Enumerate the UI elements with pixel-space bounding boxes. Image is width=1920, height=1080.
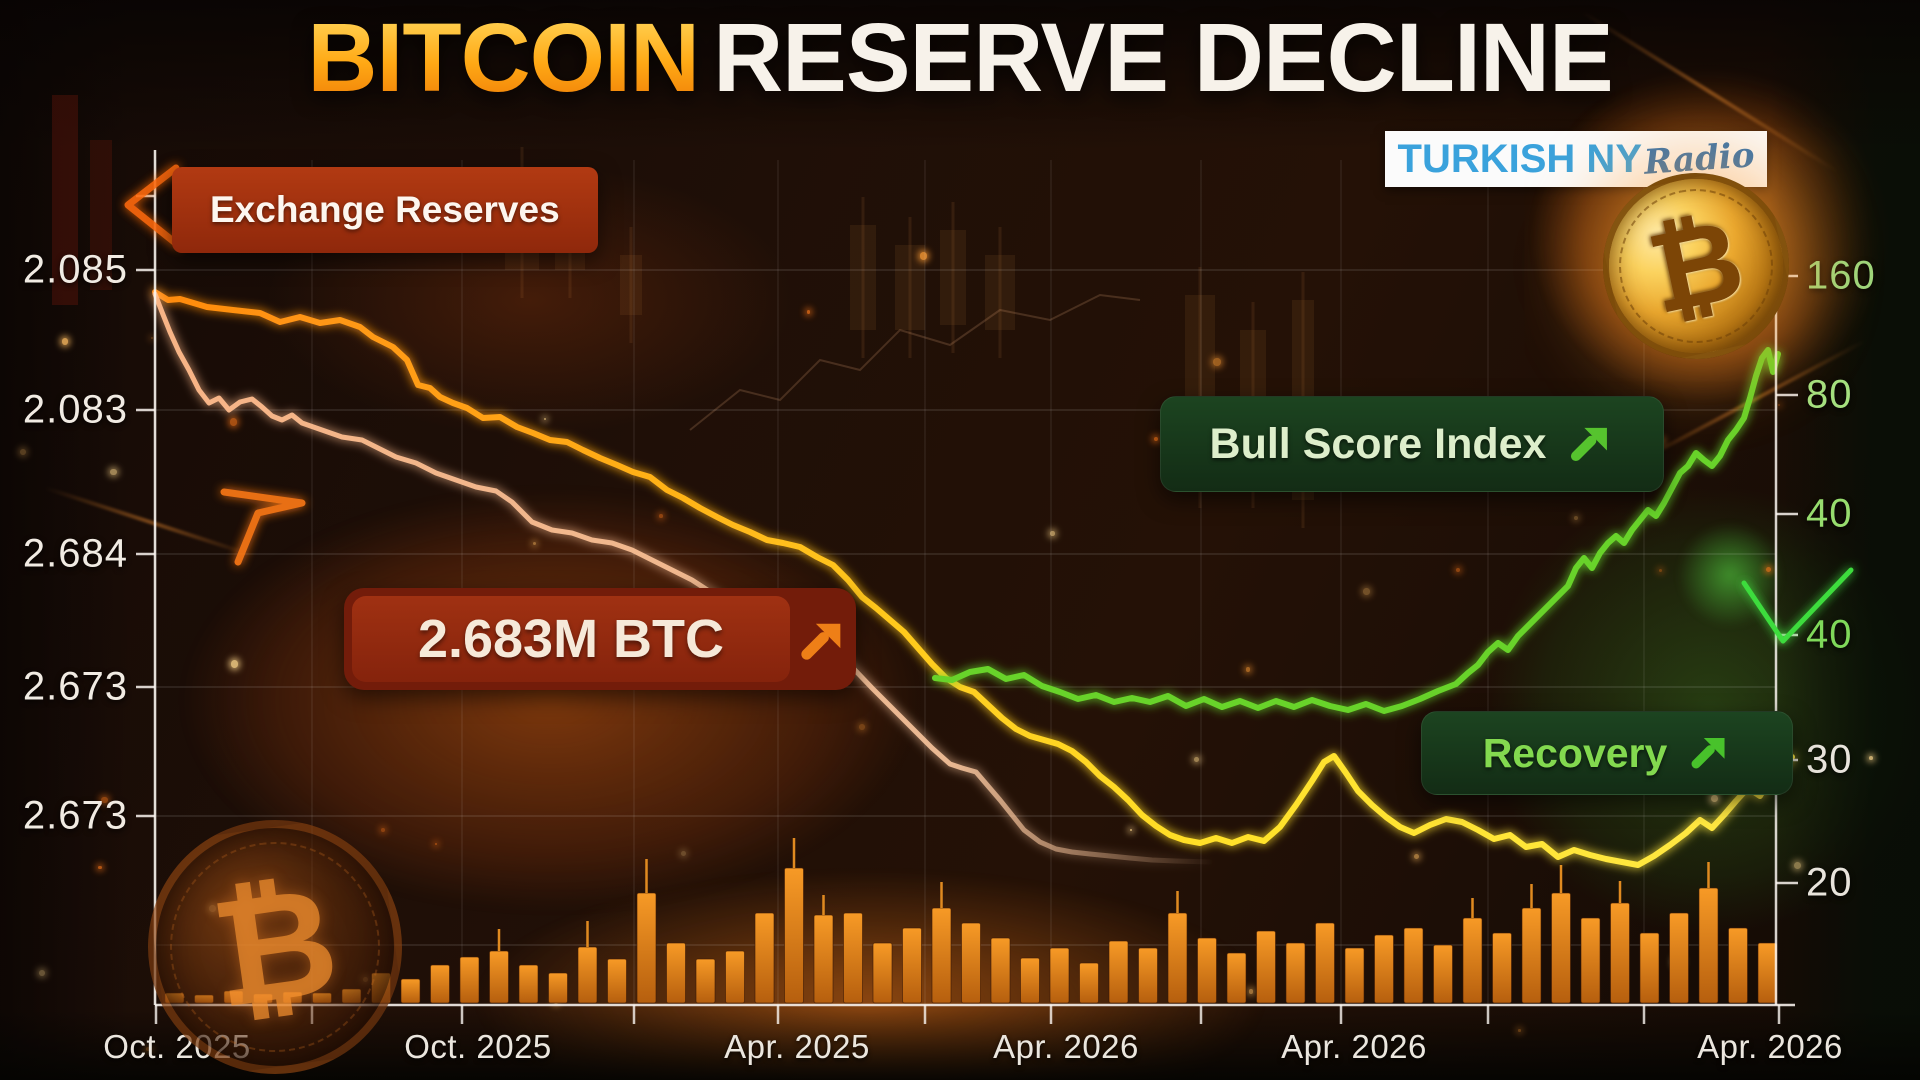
spark-particle bbox=[1050, 531, 1055, 536]
spark-particle bbox=[659, 514, 663, 518]
spark-particle bbox=[806, 310, 811, 314]
x-axis-tick-label: Apr. 2026 bbox=[993, 1028, 1139, 1065]
spark-particle bbox=[98, 865, 102, 869]
spark-particle bbox=[381, 828, 385, 833]
spark-particle bbox=[230, 660, 239, 668]
spark-particle bbox=[1518, 1029, 1521, 1032]
title-rest: RESERVE DECLINE bbox=[713, 3, 1614, 112]
bull-score-index-badge: Bull Score Index bbox=[1160, 396, 1664, 492]
spark-particle bbox=[101, 797, 108, 804]
title-highlight: BITCOIN bbox=[307, 3, 713, 112]
y-axis-right-tick-label: 40 bbox=[1806, 491, 1853, 536]
spark-particle bbox=[1363, 588, 1370, 595]
y-axis-right-tick-label: 40 bbox=[1806, 612, 1853, 657]
background-vignette bbox=[0, 0, 1920, 150]
spark-particle bbox=[1766, 567, 1772, 573]
exchange-reserves-badge: Exchange Reserves bbox=[172, 167, 598, 253]
background-vignette bbox=[1770, 0, 1920, 1080]
x-axis-tick-label: Apr. 2026 bbox=[1281, 1028, 1427, 1065]
x-axis-labels: Oct. 2025 Oct. 2025 Apr. 2025 Apr. 2026 Apr.… bbox=[0, 1028, 1920, 1074]
spark-particle bbox=[146, 1046, 151, 1052]
y-axis-left-tick-label: 2.684 bbox=[22, 531, 128, 576]
spark-particle bbox=[919, 252, 928, 260]
spark-particle bbox=[1868, 755, 1873, 760]
y-axis-right-tick-label: 160 bbox=[1806, 253, 1876, 298]
y-axis-left-tick-label: 2.083 bbox=[22, 387, 128, 432]
x-axis-tick-label: Apr. 2025 bbox=[724, 1028, 870, 1065]
y-axis-right-tick-label: 20 bbox=[1806, 860, 1853, 905]
btc-value-panel: 2.683M BTC bbox=[352, 596, 790, 682]
y-axis-right-tick-label: 30 bbox=[1806, 737, 1853, 782]
y-axis-right-labels: 160 80 40 40 30 20 bbox=[1806, 0, 1916, 1080]
recovery-badge: Recovery bbox=[1421, 711, 1793, 795]
x-axis-tick-label: Oct. 2025 bbox=[404, 1028, 552, 1065]
spark-particle bbox=[229, 418, 238, 426]
spark-particle bbox=[543, 418, 546, 421]
y-axis-left-tick-label: 2.085 bbox=[22, 247, 128, 292]
page-title: BITCOIN RESERVE DECLINE bbox=[0, 2, 1920, 114]
spark-particle bbox=[1245, 667, 1251, 673]
x-axis-tick-label: Apr. 2026 bbox=[1697, 1028, 1843, 1065]
spark-particle bbox=[110, 468, 117, 476]
spark-particle bbox=[533, 541, 537, 545]
logo-main-text: TURKISH NY bbox=[1397, 136, 1642, 181]
y-axis-left-labels: 2.085 2.083 2.684 2.673 2.673 bbox=[0, 0, 128, 1080]
spark-particle bbox=[434, 842, 437, 845]
spark-particle bbox=[1129, 829, 1133, 832]
up-right-arrow-icon bbox=[796, 613, 848, 670]
spark-particle bbox=[61, 338, 68, 345]
spark-particle bbox=[1154, 436, 1159, 441]
background-vignette bbox=[0, 0, 130, 1080]
spark-particle bbox=[1710, 794, 1718, 802]
exchange-reserves-label: Exchange Reserves bbox=[210, 189, 560, 230]
up-right-arrow-icon bbox=[1566, 418, 1614, 471]
spark-particle bbox=[1213, 358, 1221, 366]
bitcoin-symbol: ₿ bbox=[1638, 195, 1754, 337]
bitcoin-symbol: ₿ bbox=[202, 854, 348, 1039]
btc-value-badge: 2.683M BTC bbox=[344, 588, 856, 690]
bull-score-index-label: Bull Score Index bbox=[1209, 419, 1547, 468]
recovery-label: Recovery bbox=[1482, 729, 1668, 776]
spark-particle bbox=[1194, 757, 1199, 763]
spark-particle bbox=[19, 448, 27, 456]
spark-particle bbox=[150, 336, 154, 339]
spark-particle bbox=[1794, 861, 1802, 870]
y-axis-left-tick-label: 2.673 bbox=[22, 664, 128, 709]
spark-particle bbox=[1778, 403, 1781, 406]
y-axis-left-tick-label: 2.673 bbox=[22, 793, 128, 838]
spark-particle bbox=[1455, 567, 1461, 573]
y-axis-right-tick-label: 80 bbox=[1806, 372, 1853, 417]
spark-particle bbox=[859, 724, 866, 731]
btc-value-label: 2.683M BTC bbox=[417, 609, 725, 669]
spark-particle bbox=[681, 850, 687, 856]
spark-particle bbox=[1249, 989, 1254, 994]
spark-particle bbox=[1658, 568, 1663, 573]
spark-particle bbox=[1573, 515, 1579, 521]
up-right-arrow-icon bbox=[1687, 729, 1731, 778]
spark-particle bbox=[1413, 854, 1420, 860]
spark-particle bbox=[39, 970, 46, 976]
